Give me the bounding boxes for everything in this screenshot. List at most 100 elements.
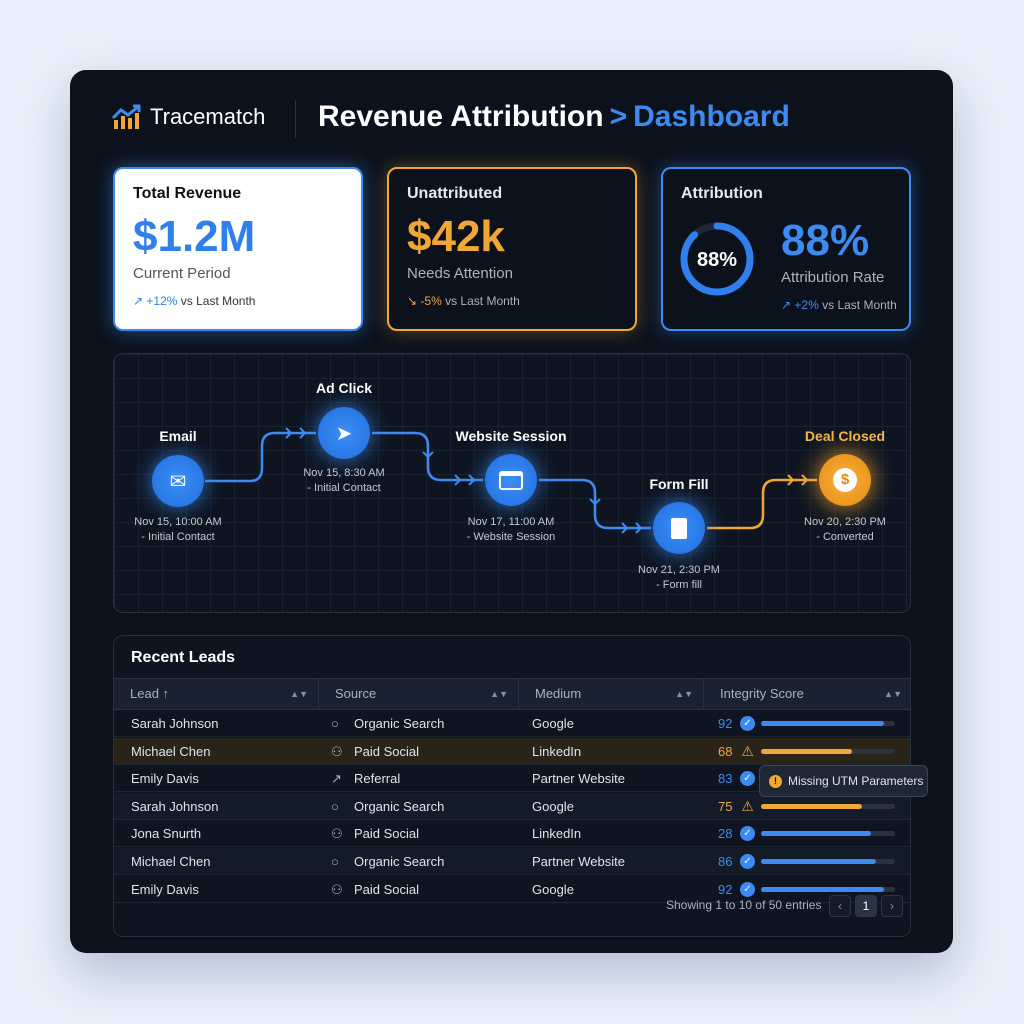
integrity-score: 75 <box>718 798 733 814</box>
unattributed-card[interactable]: Unattributed $42k Needs Attention ↘ -5% … <box>387 167 637 331</box>
alert-icon: ! <box>769 774 782 788</box>
card-value: $1.2M <box>133 212 256 261</box>
table-row[interactable]: Emily Davis ⚇ Paid Social Google 92 ✓ <box>114 876 910 903</box>
users-icon: ⚇ <box>331 881 343 897</box>
lead-name[interactable]: Michael Chen <box>131 743 211 759</box>
verified-check-icon: ✓ <box>740 881 755 897</box>
entries-summary: Showing 1 to 10 of 50 entries <box>666 898 822 912</box>
score-bar-fill <box>761 721 885 726</box>
trend-value: +12% <box>146 294 178 308</box>
table-row[interactable]: Sarah Johnson ○ Organic Search Google 75… <box>114 792 910 820</box>
mail-icon[interactable]: ✉ <box>152 455 204 507</box>
medium: LinkedIn <box>532 826 582 842</box>
medium: Google <box>532 716 574 731</box>
verified-check-icon: ✓ <box>740 716 755 731</box>
title-text: Revenue Attribution <box>318 100 604 133</box>
sort-icon[interactable]: ▲▼ <box>884 689 902 699</box>
trend-value: -5% <box>420 294 442 308</box>
lead-name[interactable]: Sarah Johnson <box>131 716 219 731</box>
source: Paid Social <box>354 826 420 842</box>
connector-email-ad <box>205 431 316 483</box>
dollar-icon[interactable]: $ <box>819 454 871 506</box>
medium: Google <box>532 881 574 897</box>
brand-name: Tracematch <box>150 104 266 129</box>
step-date: Nov 20, 2:30 PM <box>804 516 886 528</box>
arrow-up-right-icon: ↗ <box>133 294 144 308</box>
lead-name[interactable]: Jona Snurth <box>131 826 202 842</box>
verified-check-icon: ✓ <box>740 771 755 787</box>
sort-icon[interactable]: ▲▼ <box>490 689 508 699</box>
table-row[interactable]: Michael Chen ○ Organic Search Partner We… <box>114 848 910 875</box>
trend-text: vs Last Month <box>180 294 256 308</box>
column-lead[interactable]: Lead ↑ ▲▼ <box>114 679 319 709</box>
document-icon[interactable] <box>653 502 705 554</box>
table-row[interactable]: Jona Snurth ⚇ Paid Social LinkedIn 28 ✓ <box>114 820 910 848</box>
browser-icon[interactable] <box>485 454 537 506</box>
step-note: - Form fill <box>656 579 702 591</box>
trend-text: vs Last Month <box>445 294 520 308</box>
step-label: Email <box>159 428 197 444</box>
column-label: Integrity Score <box>720 686 804 701</box>
users-icon: ⚇ <box>331 743 343 759</box>
integrity-score: 86 <box>718 854 733 869</box>
card-value: $42k <box>407 212 505 261</box>
column-label: Medium <box>535 686 582 701</box>
search-icon: ○ <box>331 716 339 731</box>
attribution-card[interactable]: Attribution 88% 88% Attribution Rate ↗ +… <box>661 167 911 331</box>
step-date: Nov 21, 2:30 PM <box>638 564 720 576</box>
breadcrumb-dashboard[interactable]: Dashboard <box>633 100 790 133</box>
prev-page-button[interactable]: ‹ <box>829 895 851 917</box>
score-bar <box>761 748 895 754</box>
step-note: - Initial Contact <box>307 482 381 494</box>
integrity-score: 83 <box>718 771 733 787</box>
arrow-down-right-icon: ↘ <box>407 294 418 308</box>
page-title: Revenue Attribution > Dashboard <box>318 100 790 134</box>
score-bar-fill <box>761 748 853 754</box>
source: Referral <box>354 771 401 787</box>
step-details: Nov 21, 2:30 PM - Form fill <box>638 563 720 593</box>
lead-name[interactable]: Sarah Johnson <box>131 798 219 814</box>
arrow-icon: ↗ <box>331 771 342 787</box>
score-bar <box>761 803 895 809</box>
next-page-button[interactable]: › <box>881 895 903 917</box>
column-medium[interactable]: Medium ▲▼ <box>519 679 704 709</box>
integrity-score: 68 <box>718 743 733 759</box>
score-bar <box>761 859 895 864</box>
step-label: Website Session <box>455 428 567 444</box>
step-note: - Website Session <box>466 531 556 543</box>
step-note: - Converted <box>816 531 874 543</box>
table-row[interactable]: Sarah Johnson ○ Organic Search Google 92… <box>114 710 910 737</box>
score-bar <box>761 721 895 726</box>
step-date: Nov 15, 10:00 AM <box>134 516 222 528</box>
warning-icon[interactable]: ⚠ <box>741 797 754 814</box>
brand-logo[interactable]: Tracematch <box>112 104 265 130</box>
source: Organic Search <box>354 854 445 869</box>
warning-icon[interactable]: ⚠ <box>741 742 754 759</box>
integrity-score: 92 <box>718 881 733 897</box>
lead-name[interactable]: Emily Davis <box>131 881 199 897</box>
attribution-ring: 88% <box>680 222 754 296</box>
cursor-icon[interactable]: ➤ <box>318 407 370 459</box>
sort-icon[interactable]: ▲▼ <box>675 689 693 699</box>
verified-check-icon: ✓ <box>740 854 755 869</box>
lead-name[interactable]: Michael Chen <box>131 854 211 869</box>
integrity-score: 92 <box>718 716 733 731</box>
source: Organic Search <box>354 716 445 731</box>
card-subtitle: Current Period <box>133 265 231 282</box>
breadcrumb-separator: > <box>609 100 628 133</box>
lead-name[interactable]: Emily Davis <box>131 771 199 787</box>
column-integrity-score[interactable]: Integrity Score ▲▼ <box>704 679 910 709</box>
card-value: 88% <box>781 216 870 265</box>
page-1-button[interactable]: 1 <box>855 895 877 917</box>
total-revenue-card[interactable]: Total Revenue $1.2M Current Period ↗ +12… <box>113 167 363 331</box>
score-bar-fill <box>761 831 871 837</box>
sort-icon[interactable]: ▲▼ <box>290 689 308 699</box>
source: Paid Social <box>354 743 420 759</box>
chart-logo-icon <box>112 104 141 129</box>
source: Paid Social <box>354 881 420 897</box>
column-source[interactable]: Source ▲▼ <box>319 679 519 709</box>
table-row[interactable]: Michael Chen ⚇ Paid Social LinkedIn 68 ⚠ <box>114 737 910 765</box>
column-label: Source <box>335 686 377 701</box>
ring-label: 88% <box>697 249 737 271</box>
trend-value: +2% <box>794 298 819 312</box>
